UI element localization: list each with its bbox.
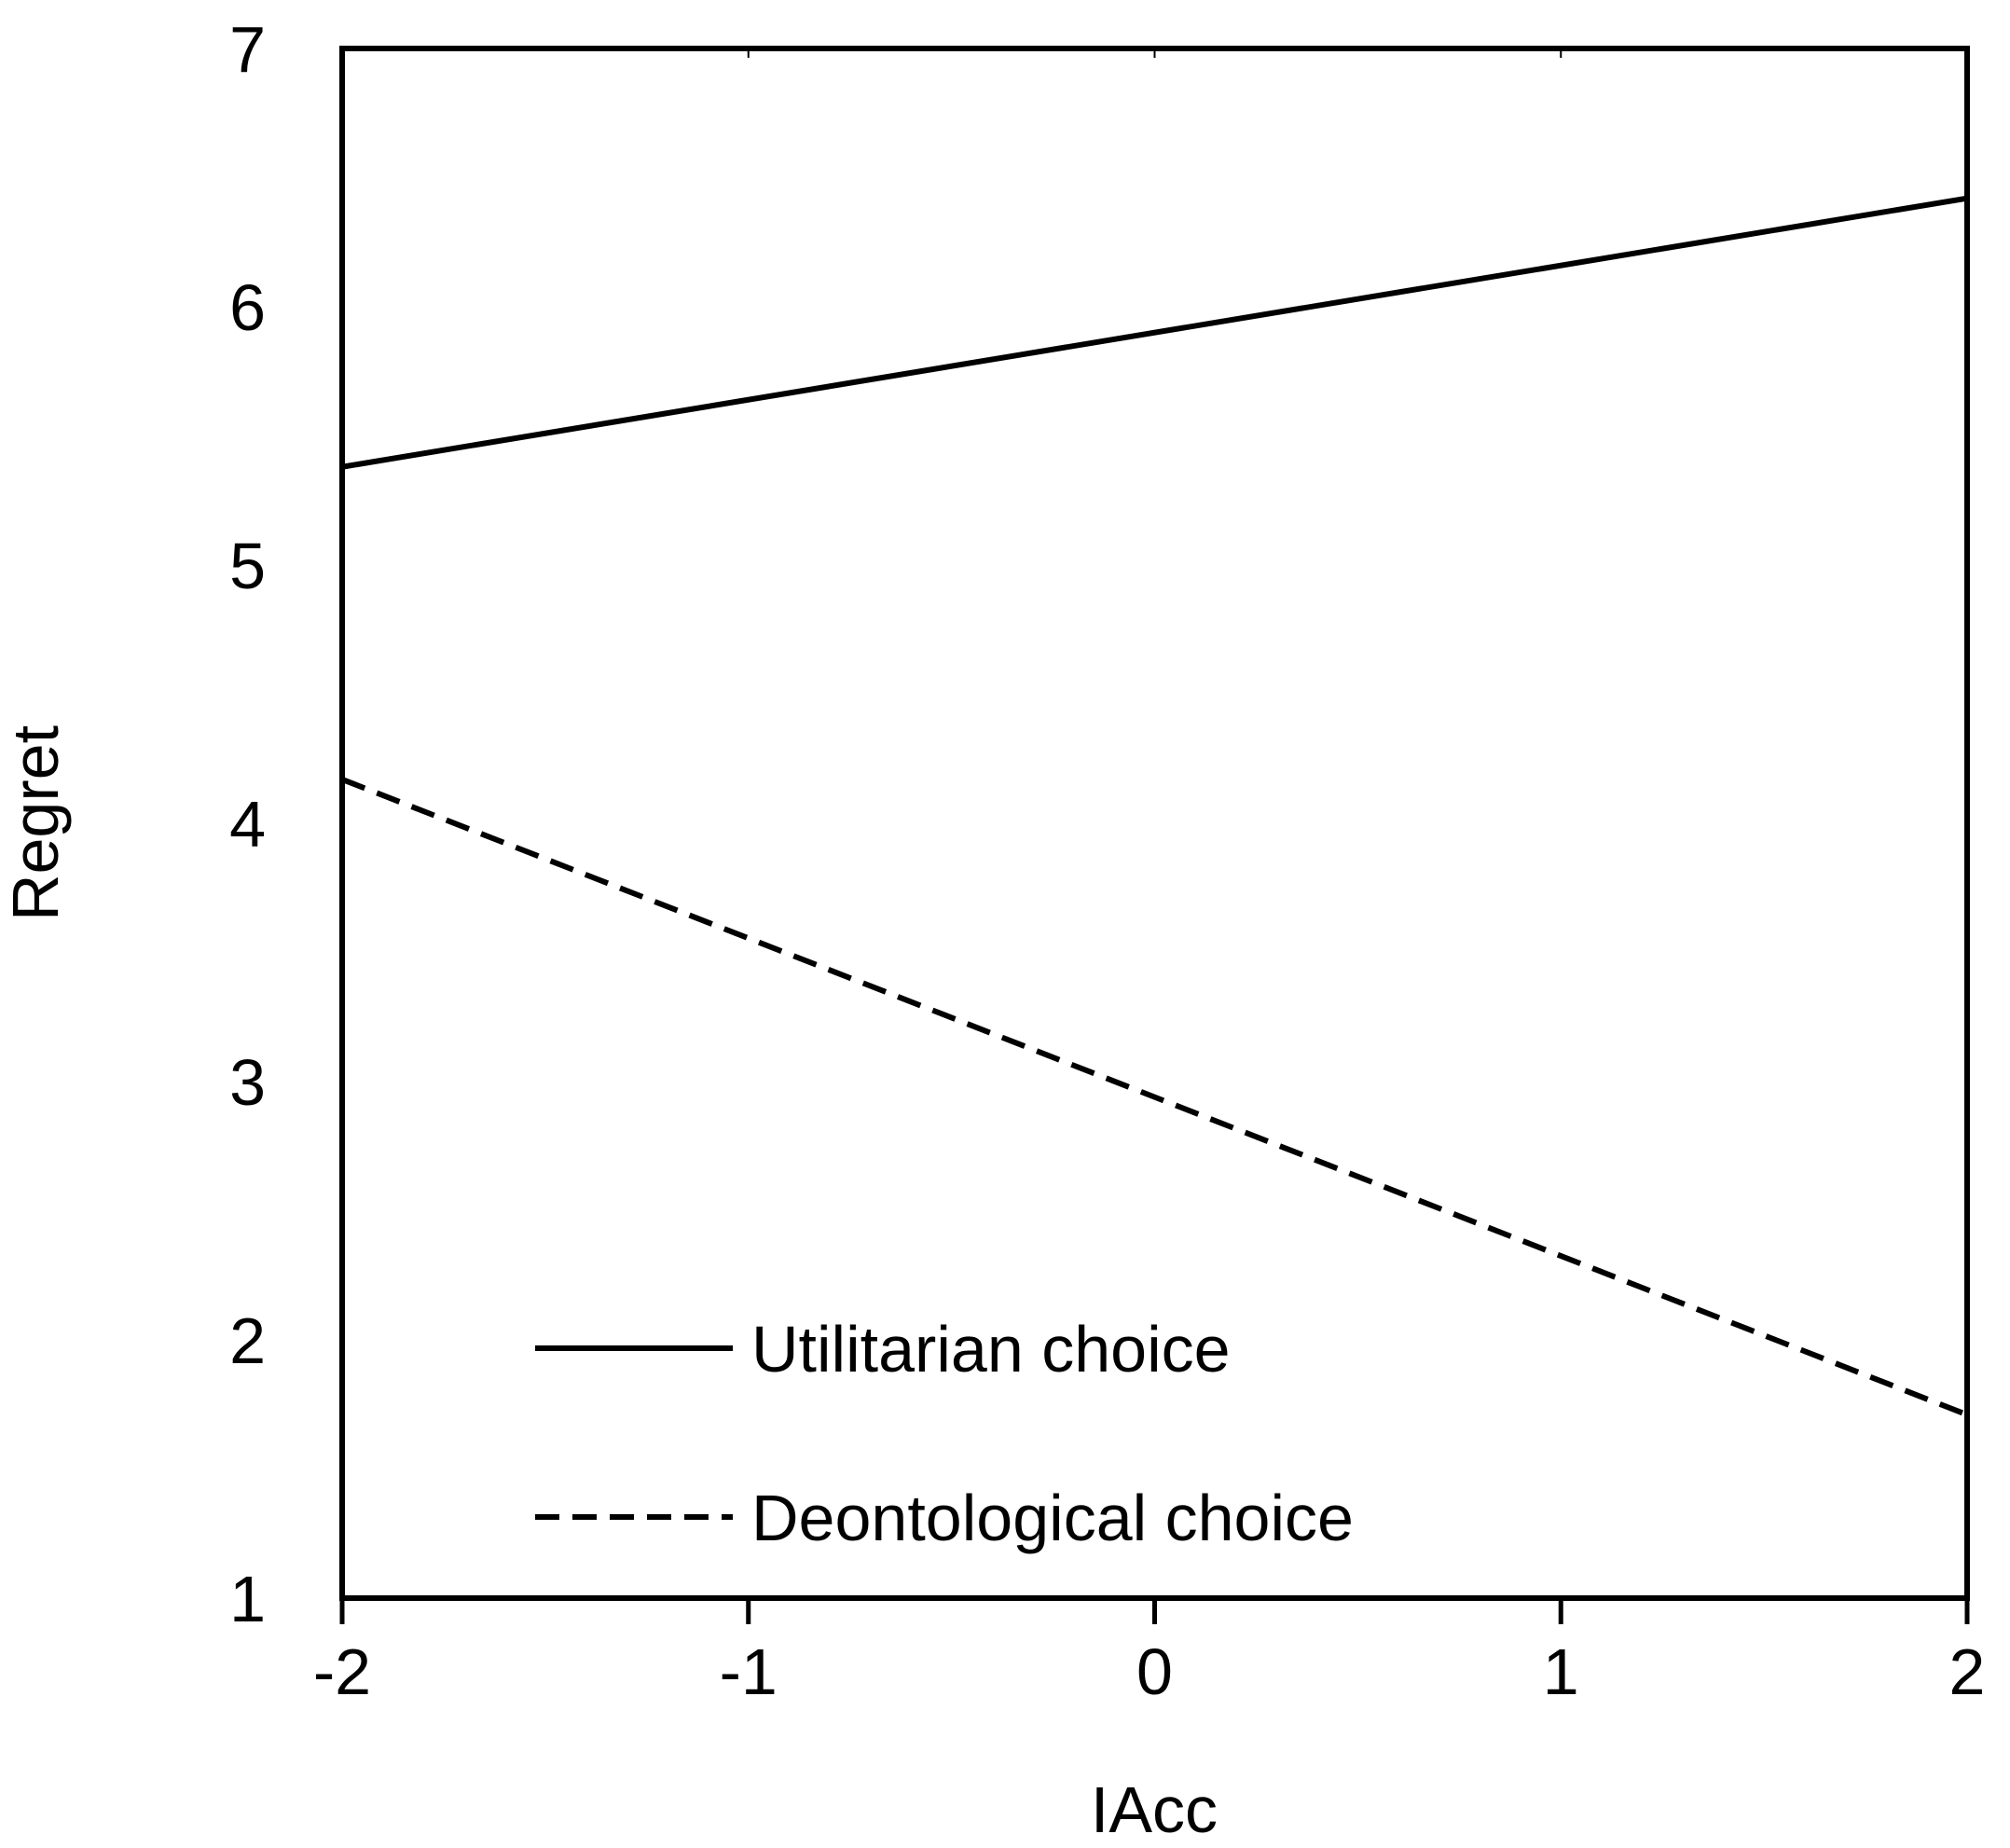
- x-ticks: -2 -1 0 1 2: [313, 48, 1986, 1708]
- y-axis-label: Regret: [0, 725, 72, 921]
- series-line-deontological-choice: [340, 777, 1969, 1418]
- series-layer: [340, 195, 1969, 1418]
- x-axis-label: IAcc: [1091, 1773, 1218, 1846]
- x-tick-label: 2: [1949, 1635, 1986, 1708]
- x-tick-label: -2: [313, 1635, 371, 1708]
- y-tick-label: 2: [229, 1304, 266, 1377]
- y-tick-label: 3: [229, 1046, 266, 1119]
- y-tick-label: 7: [229, 13, 266, 86]
- y-tick-label: 4: [229, 788, 266, 861]
- legend-label-utilitarian-choice: Utilitarian choice: [751, 1313, 1231, 1386]
- x-tick-label: 1: [1543, 1635, 1579, 1708]
- legend-label-deontological-choice: Deontological choice: [751, 1482, 1354, 1554]
- legend: Utilitarian choice Deontological choice: [535, 1313, 1354, 1554]
- x-tick-label: 0: [1136, 1635, 1173, 1708]
- x-tick-label: -1: [720, 1635, 778, 1708]
- y-tick-label: 1: [229, 1563, 266, 1635]
- series-line-utilitarian-choice: [341, 195, 1968, 470]
- y-tick-label: 5: [229, 530, 266, 602]
- y-tick-label: 6: [229, 271, 266, 344]
- y-ticks: 1 2 3 4 5 6 7: [229, 13, 266, 1635]
